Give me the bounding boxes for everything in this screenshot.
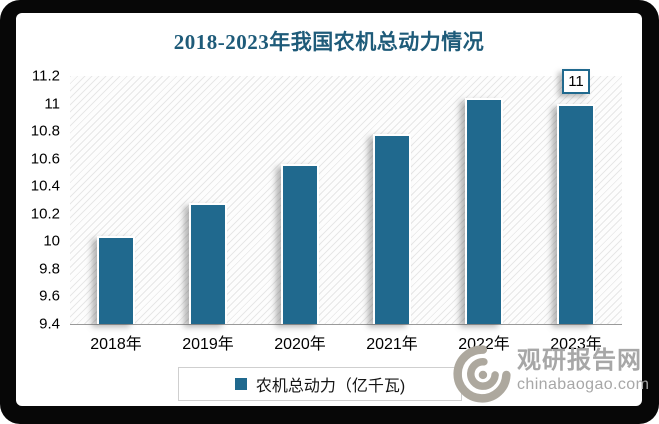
y-tick-label: 9.8 [39, 260, 60, 278]
bar-2022年 [465, 98, 503, 324]
y-tick-label: 10.8 [30, 122, 60, 140]
bar-2021年 [373, 133, 411, 324]
y-tick-label: 9.4 [39, 315, 60, 333]
y-tick-label: 11.2 [31, 67, 60, 85]
y-tick-label: 10.4 [30, 177, 60, 195]
legend-marker-swatch [234, 378, 247, 390]
watermark-swirl-icon [453, 345, 511, 403]
y-tick-label: 10.6 [30, 150, 60, 168]
x-tick-label-2021年: 2021年 [366, 336, 418, 353]
legend-label: 农机总动力（亿千瓦) [255, 378, 406, 395]
x-tick-label-2020年: 2020年 [274, 336, 326, 353]
watermark: 观研报告网 chinabaogao.com [452, 343, 649, 405]
chart-canvas: 2018-2023年我国农机总动力情况 11.2 11 10.8 10.6 10.4 10… [16, 13, 649, 406]
y-tick-label: 9.6 [39, 287, 60, 305]
bar-2020年 [281, 164, 319, 324]
chart-title: 2018-2023年我国农机总动力情况 [173, 30, 485, 54]
plot-area: 11 [70, 68, 622, 325]
x-tick-label-2018年: 2018年 [90, 336, 142, 353]
x-tick-label-2019年: 2019年 [182, 336, 234, 353]
x-tick-label-2023年: 2023年 [550, 336, 602, 353]
watermark-brand-text: 观研报告网 [517, 347, 642, 374]
x-axis-tick-labels: 2018年 2019年 2020年 2021年 2022年 2023年 [70, 330, 622, 354]
y-tick-label: 10 [43, 232, 60, 250]
y-tick-label: 10.2 [30, 205, 60, 223]
bar-2023年 [557, 103, 595, 324]
data-label-2023年: 11 [562, 68, 590, 94]
watermark-text-block: 观研报告网 chinabaogao.com [517, 347, 649, 394]
y-tick-label: 11 [44, 95, 60, 113]
legend-box: 农机总动力（亿千瓦) [178, 367, 462, 401]
bar-2018年 [97, 235, 135, 324]
watermark-domain-text: chinabaogao.com [517, 375, 650, 393]
bar-2019年 [189, 202, 227, 324]
y-axis-tick-labels: 11.2 11 10.8 10.6 10.4 10.2 10 9.8 9.6 9.4 [18, 68, 60, 333]
